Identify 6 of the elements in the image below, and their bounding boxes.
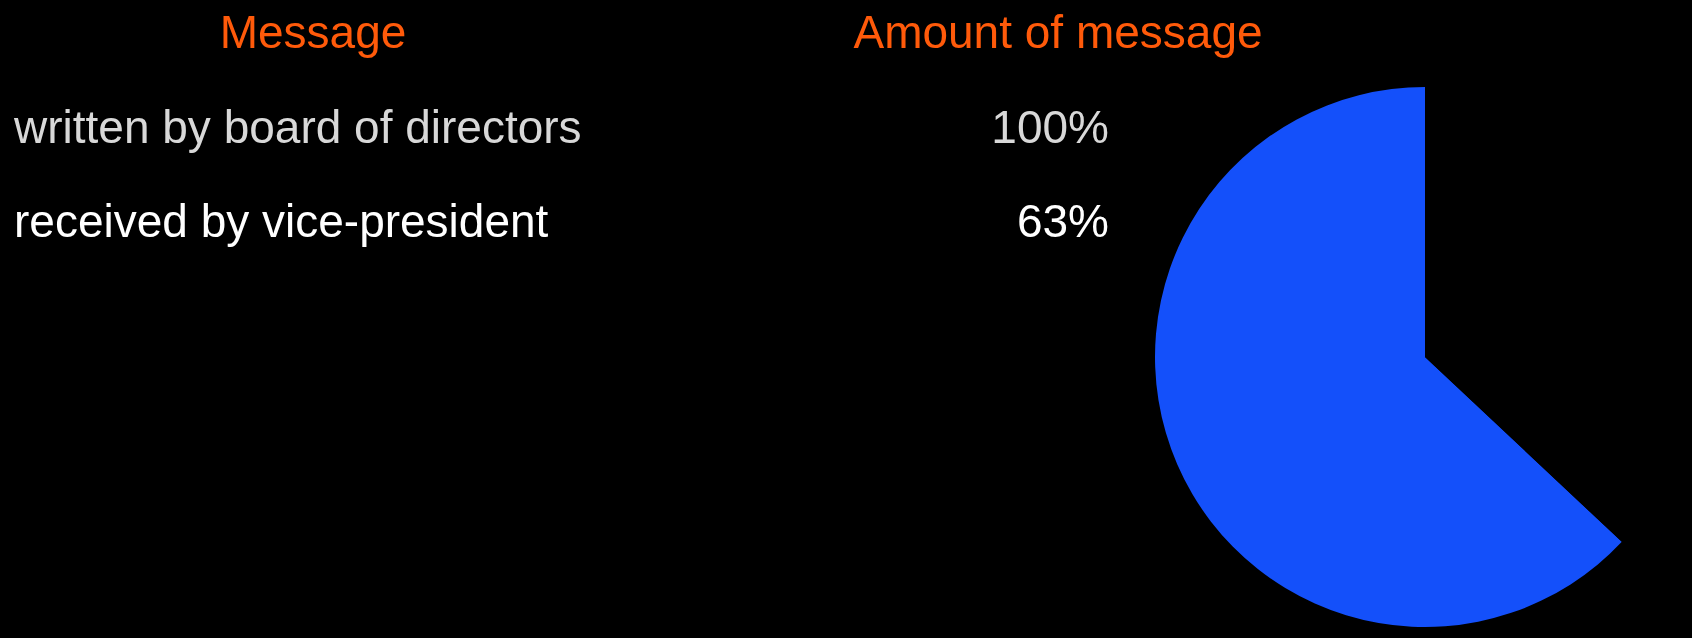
text: 63% bbox=[1016, 195, 1109, 247]
text: Amount of message bbox=[853, 6, 1263, 58]
text: 100% bbox=[991, 101, 1109, 153]
text: received by vice-president bbox=[14, 195, 549, 247]
text: written by board of directors bbox=[14, 101, 582, 153]
text: Message bbox=[219, 6, 407, 58]
